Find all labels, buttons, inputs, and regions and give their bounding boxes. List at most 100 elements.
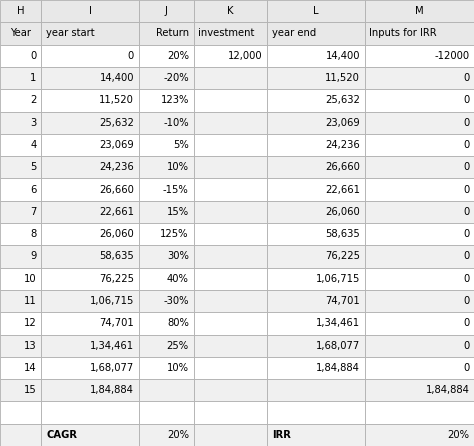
Bar (139, 312, 193, 334)
Text: -12000: -12000 (434, 51, 469, 61)
Bar (193, 223, 267, 245)
Bar (365, 290, 474, 312)
Bar (139, 290, 193, 312)
Bar (193, 89, 267, 112)
Text: 1,84,884: 1,84,884 (316, 363, 360, 373)
Bar (365, 89, 474, 112)
Text: 0: 0 (463, 318, 469, 328)
Text: 8: 8 (30, 229, 36, 239)
Bar (41, 290, 139, 312)
Bar (193, 134, 267, 156)
Bar (193, 357, 267, 379)
Text: 13: 13 (24, 341, 36, 351)
Text: 0: 0 (463, 363, 469, 373)
Bar (0, 357, 41, 379)
Bar (139, 245, 193, 268)
Text: 22,661: 22,661 (99, 207, 134, 217)
Text: 76,225: 76,225 (99, 274, 134, 284)
Text: 1,34,461: 1,34,461 (90, 341, 134, 351)
Bar (193, 290, 267, 312)
Text: Return: Return (155, 29, 189, 38)
Text: 25,632: 25,632 (325, 95, 360, 105)
Text: 58,635: 58,635 (325, 229, 360, 239)
Bar (0, 22, 41, 45)
Text: 26,660: 26,660 (325, 162, 360, 172)
Bar (0, 89, 41, 112)
Bar (41, 334, 139, 357)
Bar (139, 357, 193, 379)
Text: 9: 9 (30, 252, 36, 261)
Text: 26,060: 26,060 (100, 229, 134, 239)
Text: 24,236: 24,236 (325, 140, 360, 150)
Text: 25%: 25% (167, 341, 189, 351)
Bar (139, 401, 193, 424)
Bar (139, 89, 193, 112)
Text: -20%: -20% (163, 73, 189, 83)
Bar (41, 45, 139, 67)
Text: 1,06,715: 1,06,715 (316, 274, 360, 284)
Bar (41, 112, 139, 134)
Text: 0: 0 (463, 118, 469, 128)
Text: 0: 0 (463, 140, 469, 150)
Text: 5: 5 (30, 162, 36, 172)
Text: 12: 12 (24, 318, 36, 328)
Bar (193, 245, 267, 268)
Bar (139, 45, 193, 67)
Text: 6: 6 (30, 185, 36, 194)
Bar (267, 134, 365, 156)
Text: 74,701: 74,701 (325, 296, 360, 306)
Text: 20%: 20% (447, 430, 469, 440)
Text: I: I (89, 6, 91, 16)
Bar (267, 379, 365, 401)
Bar (267, 201, 365, 223)
Bar (193, 0, 267, 22)
Text: 20%: 20% (167, 51, 189, 61)
Text: 0: 0 (30, 51, 36, 61)
Text: Inputs for IRR: Inputs for IRR (369, 29, 437, 38)
Bar (193, 312, 267, 334)
Bar (41, 178, 139, 201)
Bar (193, 112, 267, 134)
Text: 1,84,884: 1,84,884 (90, 385, 134, 395)
Bar (365, 223, 474, 245)
Bar (365, 334, 474, 357)
Bar (365, 134, 474, 156)
Text: 3: 3 (30, 118, 36, 128)
Text: 11: 11 (24, 296, 36, 306)
Text: 4: 4 (30, 140, 36, 150)
Text: 1,68,077: 1,68,077 (90, 363, 134, 373)
Bar (139, 268, 193, 290)
Bar (41, 134, 139, 156)
Bar (0, 45, 41, 67)
Text: -10%: -10% (163, 118, 189, 128)
Bar (41, 223, 139, 245)
Bar (139, 424, 193, 446)
Bar (365, 178, 474, 201)
Text: 5%: 5% (173, 140, 189, 150)
Text: 23,069: 23,069 (325, 118, 360, 128)
Text: 14: 14 (24, 363, 36, 373)
Bar (0, 312, 41, 334)
Bar (0, 290, 41, 312)
Text: 11,520: 11,520 (325, 73, 360, 83)
Text: -30%: -30% (163, 296, 189, 306)
Bar (365, 156, 474, 178)
Text: 1,84,884: 1,84,884 (425, 385, 469, 395)
Bar (365, 357, 474, 379)
Text: 0: 0 (128, 51, 134, 61)
Bar (365, 22, 474, 45)
Text: 123%: 123% (160, 95, 189, 105)
Bar (41, 379, 139, 401)
Bar (139, 112, 193, 134)
Bar (41, 22, 139, 45)
Text: 22,661: 22,661 (325, 185, 360, 194)
Bar (139, 22, 193, 45)
Bar (139, 67, 193, 89)
Text: year start: year start (46, 29, 95, 38)
Text: 125%: 125% (160, 229, 189, 239)
Text: 11,520: 11,520 (99, 95, 134, 105)
Text: 1: 1 (30, 73, 36, 83)
Bar (267, 424, 365, 446)
Text: investment: investment (198, 29, 255, 38)
Text: CAGR: CAGR (46, 430, 77, 440)
